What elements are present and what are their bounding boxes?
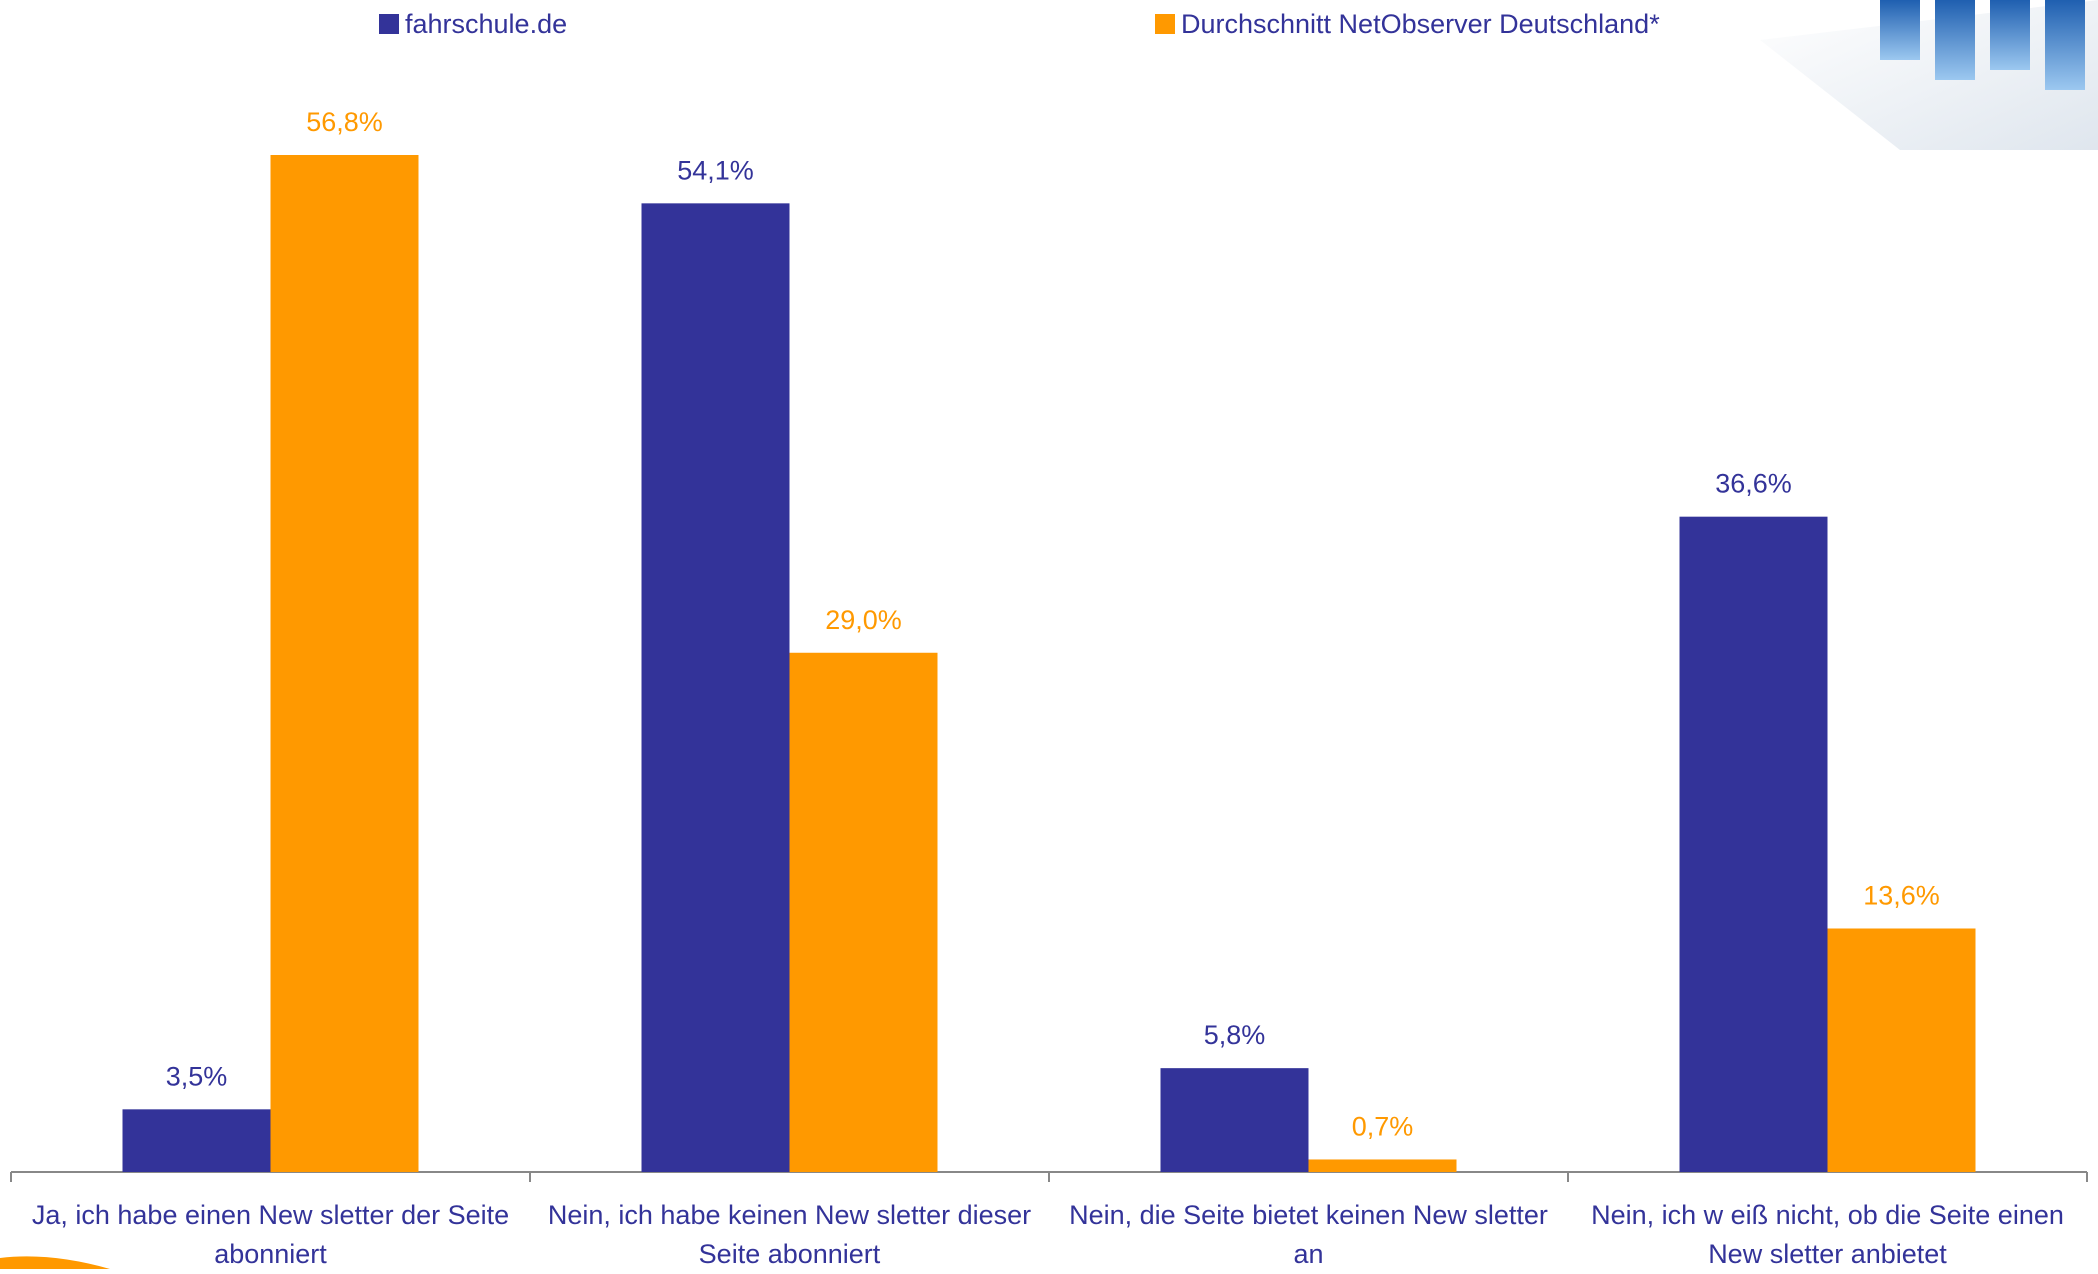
legend-label: fahrschule.de [405,6,567,42]
x-tick-label: Ja, ich habe einen New sletter der Seite… [15,1196,526,1274]
bar [1828,928,1976,1172]
bar [642,203,790,1172]
x-tick-label: Nein, ich w eiß nicht, ob die Seite eine… [1572,1196,2083,1274]
legend-swatch [1155,14,1175,34]
page: {"chart_data": {"type": "bar", "categori… [0,0,2098,1269]
data-label: 56,8% [306,107,383,137]
legend-swatch [379,14,399,34]
data-label: 36,6% [1715,469,1792,499]
data-label: 54,1% [677,155,754,185]
x-tick-label: Nein, die Seite bietet keinen New slette… [1053,1196,1564,1274]
bar [123,1109,271,1172]
data-label: 0,7% [1352,1111,1414,1141]
bar [1161,1068,1309,1172]
bar [1680,517,1828,1172]
bar [790,653,938,1172]
legend-item: fahrschule.de [379,6,567,42]
chart: 3,5% 54,1% 5,8% 36,6% 56,8% 29,0% 0,7% 13,6% [0,0,2098,1269]
legend-label: Durchschnitt NetObserver Deutschland* [1181,6,1660,42]
data-label: 29,0% [825,605,902,635]
data-label: 13,6% [1863,880,1940,910]
data-label: 3,5% [166,1061,228,1091]
data-label: 5,8% [1204,1020,1266,1050]
legend-item: Durchschnitt NetObserver Deutschland* [1155,6,1660,42]
bar [1309,1159,1457,1172]
bar [271,155,419,1172]
x-tick-label: Nein, ich habe keinen New sletter dieser… [534,1196,1045,1274]
